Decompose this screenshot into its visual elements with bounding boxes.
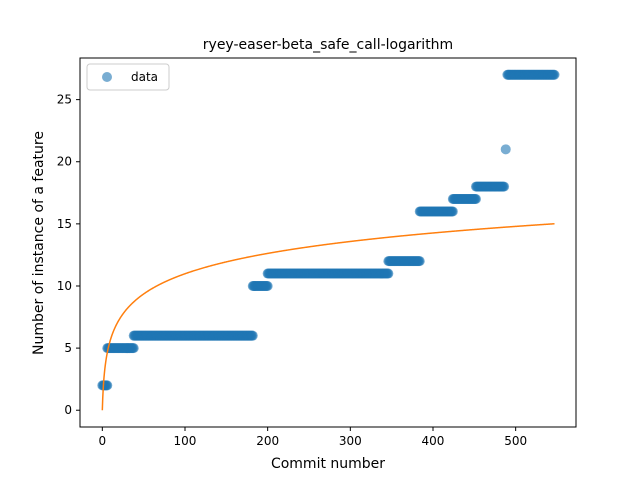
data-point — [550, 70, 560, 80]
y-tick-label: 20 — [57, 155, 72, 169]
data-point — [471, 194, 481, 204]
data-point — [383, 269, 393, 279]
x-axis-label: Commit number — [271, 456, 385, 472]
y-tick-label: 0 — [64, 403, 72, 417]
x-tick-label: 300 — [339, 434, 362, 448]
y-tick-label: 5 — [64, 341, 72, 355]
y-tick-label: 25 — [57, 93, 72, 107]
data-point — [501, 144, 511, 154]
legend: data — [87, 64, 169, 90]
x-tick-label: 0 — [98, 434, 106, 448]
data-point — [129, 343, 139, 353]
legend-marker-data — [102, 72, 112, 82]
y-tick-label: 15 — [57, 217, 72, 231]
data-point — [248, 331, 258, 341]
x-tick-label: 400 — [422, 434, 445, 448]
y-axis-label: Number of instance of a feature — [31, 131, 47, 355]
x-tick-label: 100 — [174, 434, 197, 448]
x-tick-label: 500 — [504, 434, 527, 448]
data-point — [263, 281, 273, 291]
data-point — [499, 182, 509, 192]
x-tick-label: 200 — [256, 434, 279, 448]
data-point — [448, 206, 458, 216]
chart-title: ryey-easer-beta_safe_call-logarithm — [203, 37, 453, 53]
legend-label-data: data — [131, 70, 158, 84]
data-point — [415, 256, 425, 266]
y-tick-label: 10 — [57, 279, 72, 293]
